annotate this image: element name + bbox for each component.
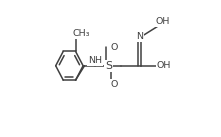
Text: OH: OH <box>155 17 170 26</box>
Text: NH: NH <box>88 56 102 65</box>
Text: CH₃: CH₃ <box>73 29 90 38</box>
Text: OH: OH <box>157 61 171 70</box>
Text: S: S <box>105 61 112 71</box>
Text: O: O <box>111 80 118 89</box>
Text: O: O <box>111 43 118 52</box>
Text: N: N <box>136 32 143 42</box>
